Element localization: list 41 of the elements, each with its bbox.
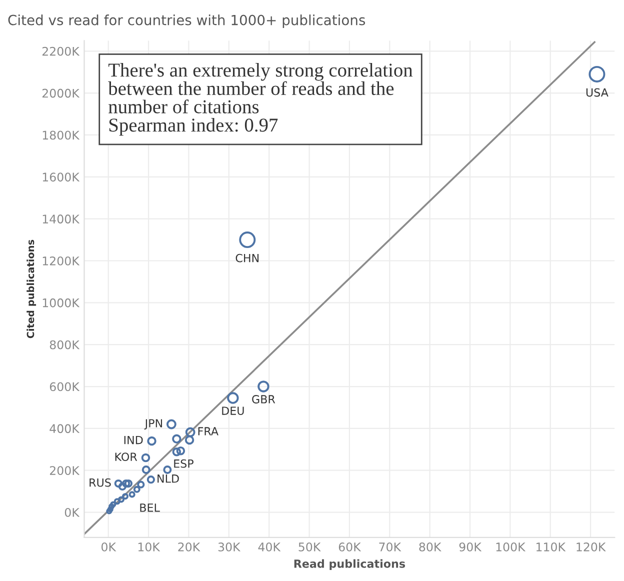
x-tick-label: 70K	[379, 542, 402, 552]
y-tick-label: 800K	[50, 340, 80, 350]
y-tick-label: 1200K	[42, 256, 80, 266]
annotation: GBR	[252, 395, 276, 404]
annotation: KOR	[115, 452, 138, 461]
x-tick-label: 80K	[419, 542, 442, 552]
annotation: ESP	[174, 459, 194, 468]
x-tick-label: 20K	[178, 542, 200, 552]
y-tick-label: 200K	[50, 466, 80, 476]
annotation: RUS	[90, 478, 111, 487]
annotation: NLD	[158, 474, 179, 483]
y-tick-label: 400K	[50, 424, 80, 434]
annotation: JPN	[144, 419, 162, 430]
chart-title: Cited vs read for countries with 1000+ publications	[8, 14, 366, 28]
y-tick-label: 2200K	[42, 46, 80, 56]
y-tick-label: 1400K	[42, 214, 80, 224]
y-tick-label: 1600K	[42, 172, 80, 182]
x-tick-label: 110K	[536, 542, 566, 552]
y-tick-label: 600K	[50, 382, 80, 392]
annotation: CHN	[236, 254, 258, 262]
y-tick-label: 1000K	[42, 298, 80, 308]
annotation: There's an extremely strong correlation between the number of reads and the number of citations Spearman index: 0.97	[108, 63, 413, 136]
annotation: IND	[124, 436, 143, 444]
y-tick-label: 0K	[64, 508, 80, 517]
x-tick-label: 40K	[258, 542, 281, 552]
x-tick-label: 0K	[102, 542, 116, 552]
x-tick-label: 60K	[338, 542, 362, 552]
annotation: USA	[586, 88, 608, 97]
x-tick-label: 90K	[459, 542, 482, 552]
x-tick-label: 100K	[496, 542, 526, 552]
y-tick-label: 1800K	[42, 130, 80, 140]
x-tick-label: 30K	[218, 542, 241, 552]
annotation: FRA	[198, 427, 218, 436]
y-axis-title: Cited publications	[26, 240, 36, 338]
x-tick-label: 10K	[138, 542, 160, 552]
annotation: BEL	[140, 504, 160, 512]
y-tick-label: 2000K	[42, 88, 80, 98]
x-axis-title: Read publications	[294, 559, 406, 570]
annotation: DEU	[222, 406, 244, 415]
x-tick-label: 50K	[298, 542, 321, 552]
x-tick-label: 120K	[576, 542, 606, 552]
